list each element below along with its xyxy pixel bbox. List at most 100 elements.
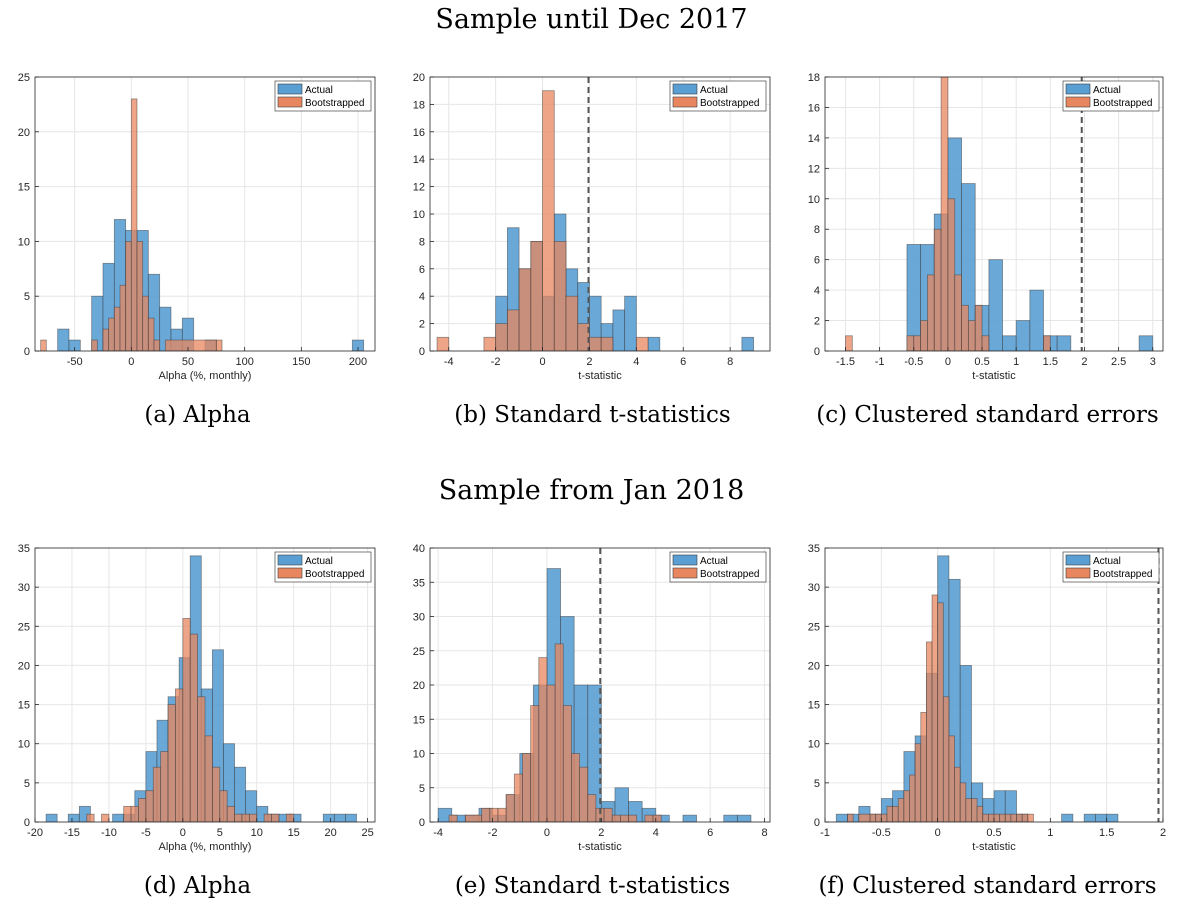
y-tick-label: 25	[18, 621, 30, 633]
y-tick-label: 2	[814, 316, 820, 328]
bootstrapped-bar	[147, 317, 155, 351]
x-axis-label: t-statistic	[972, 841, 1016, 853]
bootstrapped-bar	[971, 798, 978, 822]
actual-bar	[1004, 790, 1017, 822]
bootstrapped-bar	[497, 807, 507, 822]
x-tick-label: 10	[251, 827, 263, 839]
legend-swatch-actual	[672, 83, 698, 95]
bootstrapped-bar	[903, 790, 910, 822]
bootstrapped-bar	[489, 807, 499, 822]
legend-label-bootstrapped: Bootstrapped	[305, 98, 365, 109]
bootstrapped-bar	[967, 320, 976, 351]
x-tick-label: -1.5	[836, 356, 855, 368]
actual-bar	[351, 339, 365, 351]
bootstrapped-bar	[954, 274, 962, 351]
x-tick-label: -5	[141, 827, 151, 839]
x-axis-label: t-statistic	[972, 370, 1016, 382]
bootstrapped-bar	[562, 705, 572, 822]
legend-label-bootstrapped: Bootstrapped	[700, 569, 760, 580]
legend-label-actual: Actual	[305, 556, 333, 567]
y-tick-label: 15	[808, 700, 820, 712]
axes-box	[34, 547, 376, 823]
x-tick-label: -15	[64, 827, 80, 839]
bootstrapped-bar	[589, 336, 602, 351]
y-tick-label: 10	[413, 209, 425, 221]
bootstrapped-bar	[858, 813, 871, 822]
legend-swatch-actual	[277, 554, 303, 566]
x-tick-label: 0	[544, 827, 550, 839]
bootstrapped-bar	[880, 813, 888, 822]
bootstrapped-bar	[925, 641, 933, 822]
y-tick-label: 20	[413, 680, 425, 692]
legend-swatch-bootstrapped	[1065, 567, 1091, 579]
bootstrapped-bar	[215, 339, 223, 351]
y-tick-label: 5	[24, 291, 30, 303]
y-tick-label: 20	[413, 72, 425, 84]
bootstrapped-bar	[142, 295, 149, 351]
histogram-e: -4 -2 0 2 4 6 8 0 5 10 15 20 25 30 35 40 t-statistic Actu…	[413, 543, 771, 853]
actual-bar	[959, 665, 972, 822]
y-tick-label: 12	[413, 182, 425, 194]
bootstrapped-bar	[125, 240, 132, 351]
bootstrapped-bar	[587, 794, 597, 822]
y-tick-label: 25	[18, 72, 30, 84]
y-tick-label: 10	[808, 194, 820, 206]
y-tick-label: 15	[18, 700, 30, 712]
x-tick-label: 2.5	[1111, 356, 1126, 368]
bootstrapped-bar	[847, 813, 854, 822]
bootstrapped-bar	[976, 805, 984, 822]
x-tick-label: -4	[433, 827, 443, 839]
x-tick-label: 15	[288, 827, 300, 839]
y-tick-label: 25	[808, 621, 820, 633]
bootstrapped-bar	[845, 335, 853, 351]
x-tick-label: 1.5	[1043, 356, 1058, 368]
actual-bar	[612, 309, 626, 351]
histogram-a: -50 0 50 100 150 200 0 5 10 15 20 25 Alpha (%, month…	[18, 72, 376, 382]
y-tick-label: 0	[419, 346, 425, 358]
x-tick-label: 0	[128, 356, 134, 368]
y-tick-label: 14	[413, 154, 425, 166]
actual-bar	[333, 813, 346, 822]
bootstrapped-bar	[931, 594, 939, 822]
bootstrapped-bar	[913, 335, 921, 351]
bootstrapped-bar	[1043, 335, 1051, 351]
bootstrapped-bar	[937, 602, 944, 822]
bootstrapped-bar	[999, 813, 1006, 822]
y-tick-label: 5	[419, 783, 425, 795]
x-tick-label: 100	[235, 356, 253, 368]
bootstrapped-bar	[914, 743, 922, 822]
x-tick-label: -1	[820, 827, 830, 839]
y-tick-label: 14	[808, 133, 820, 145]
bootstrapped-bar	[164, 339, 217, 351]
x-tick-label: 2	[1081, 356, 1087, 368]
x-tick-label: 1	[1013, 356, 1019, 368]
bootstrapped-bar	[101, 813, 110, 822]
x-tick-label: 25	[361, 827, 373, 839]
x-tick-label: -1	[875, 356, 885, 368]
bootstrapped-bar	[553, 240, 567, 351]
bootstrapped-bar	[652, 814, 662, 822]
histogram-c: -1.5 -1 -0.5 0 0.5 1 1.5 2 2.5 3 0 2 4 6 8 10 12 14 16 18 t-…	[808, 72, 1164, 382]
bootstrapped-bar	[628, 814, 638, 822]
bootstrapped-bar	[160, 751, 169, 822]
actual-bar	[1029, 289, 1044, 351]
bootstrapped-bar	[522, 753, 532, 822]
x-tick-label: -0.5	[872, 827, 891, 839]
bootstrapped-bar	[226, 805, 235, 822]
x-tick-label: 4	[633, 356, 639, 368]
actual-bar	[1002, 335, 1017, 351]
bootstrapped-bar	[86, 813, 95, 822]
actual-bar	[1094, 813, 1108, 822]
bootstrapped-bar	[505, 794, 515, 822]
bootstrapped-bar	[1021, 813, 1029, 822]
bootstrapped-bar	[136, 240, 144, 351]
bootstrapped-bar	[481, 807, 491, 822]
bootstrapped-bar	[91, 339, 98, 351]
y-tick-label: 35	[413, 577, 425, 589]
x-tick-label: 8	[761, 827, 767, 839]
actual-bar	[835, 813, 848, 822]
bootstrapped-bar	[248, 813, 258, 822]
bootstrapped-bar	[974, 304, 983, 351]
actual-bar	[741, 336, 754, 351]
bootstrapped-bar	[152, 766, 162, 822]
